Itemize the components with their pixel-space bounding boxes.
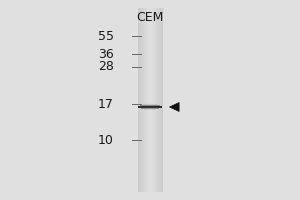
Bar (155, 8, 156, 192)
Bar (153, 8, 154, 192)
Bar (161, 8, 162, 192)
Polygon shape (169, 103, 179, 111)
Bar (139, 8, 140, 192)
Text: 28: 28 (98, 60, 114, 73)
Bar (142, 8, 143, 192)
Text: 17: 17 (98, 98, 114, 110)
Bar (144, 8, 145, 192)
Bar (158, 8, 159, 192)
Text: 55: 55 (98, 29, 114, 43)
Bar (157, 8, 158, 192)
Bar (162, 8, 163, 192)
Bar (159, 8, 160, 192)
Bar (149, 8, 150, 192)
Bar (151, 8, 152, 192)
Bar (152, 8, 153, 192)
Bar (154, 8, 155, 192)
Bar (138, 8, 139, 192)
Bar (143, 8, 144, 192)
Text: 10: 10 (98, 134, 114, 146)
Bar (148, 8, 149, 192)
Bar (160, 8, 161, 192)
Bar (145, 8, 146, 192)
Bar (146, 8, 147, 192)
Bar (147, 8, 148, 192)
Bar (140, 8, 141, 192)
Bar (150, 8, 151, 192)
Text: CEM: CEM (136, 11, 164, 24)
Bar (141, 8, 142, 192)
Text: 36: 36 (98, 47, 114, 60)
